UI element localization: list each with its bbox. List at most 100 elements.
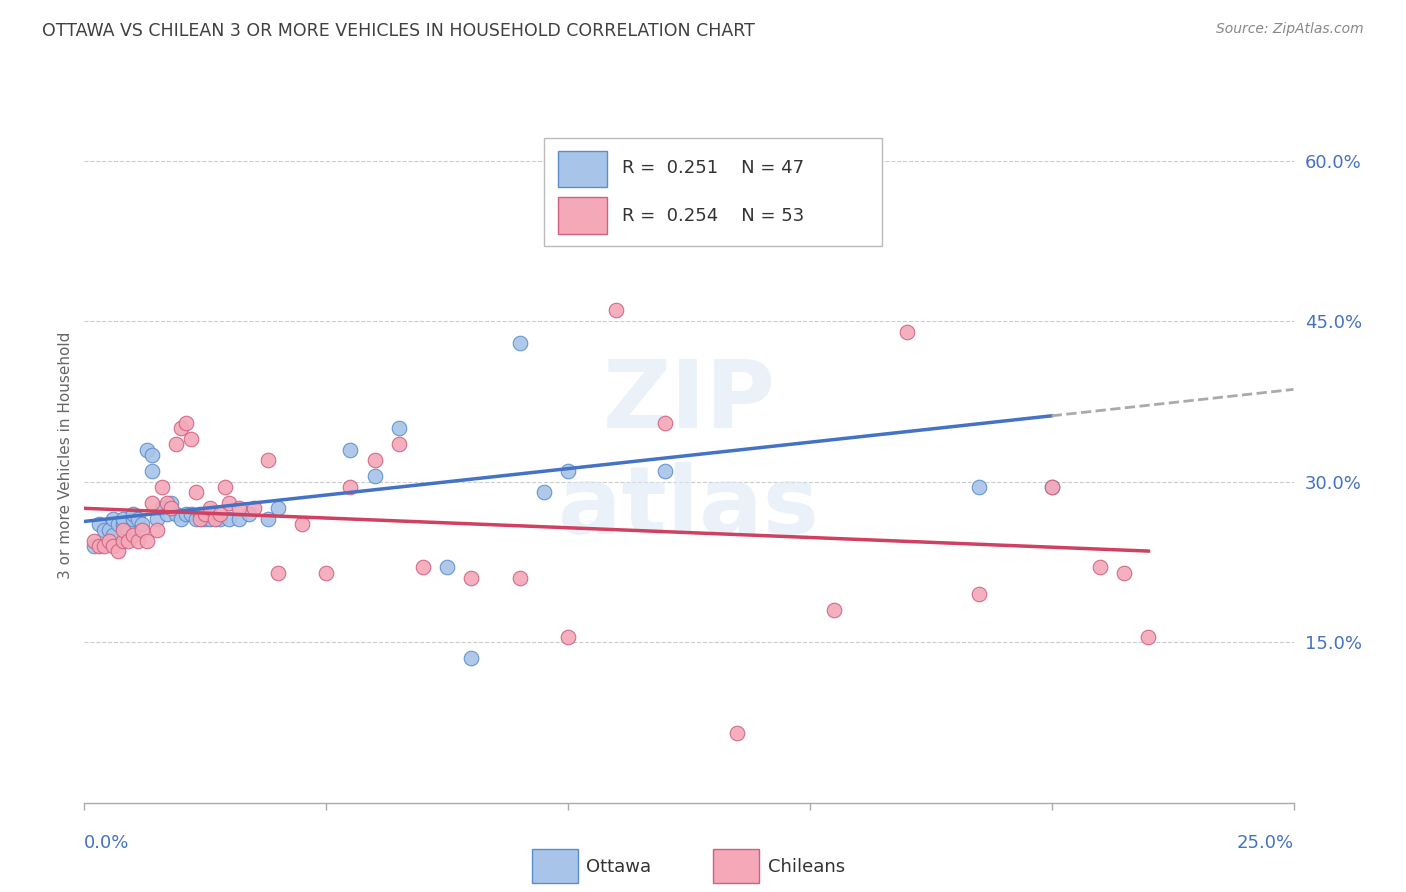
Point xyxy=(136,533,159,548)
Point xyxy=(184,512,207,526)
Point xyxy=(896,325,918,339)
Point xyxy=(198,501,221,516)
FancyBboxPatch shape xyxy=(558,197,607,234)
Point xyxy=(155,507,177,521)
Point xyxy=(533,485,555,500)
Point xyxy=(363,469,385,483)
Point xyxy=(117,533,139,548)
Point xyxy=(121,528,143,542)
Point xyxy=(121,507,143,521)
Point xyxy=(605,303,627,318)
Point xyxy=(291,517,314,532)
Point xyxy=(155,496,177,510)
Point xyxy=(194,512,217,526)
Point xyxy=(1040,480,1063,494)
Point xyxy=(388,437,411,451)
Point xyxy=(107,517,129,532)
Point xyxy=(557,464,579,478)
Point xyxy=(146,512,169,526)
Point xyxy=(190,507,212,521)
Point xyxy=(194,507,217,521)
Point xyxy=(103,539,125,553)
Point xyxy=(97,523,120,537)
Point xyxy=(180,507,202,521)
Point xyxy=(823,603,845,617)
Point xyxy=(121,512,143,526)
Point xyxy=(725,726,748,740)
Point xyxy=(117,523,139,537)
Point xyxy=(198,512,221,526)
Point xyxy=(267,566,290,580)
Point xyxy=(150,501,173,516)
Point xyxy=(83,539,105,553)
Point xyxy=(87,539,110,553)
Point xyxy=(218,496,240,510)
Point xyxy=(180,432,202,446)
Point xyxy=(136,442,159,457)
Point xyxy=(1088,560,1111,574)
Point xyxy=(412,560,434,574)
Point xyxy=(165,507,187,521)
Point xyxy=(208,512,231,526)
Text: Source: ZipAtlas.com: Source: ZipAtlas.com xyxy=(1216,22,1364,37)
Point xyxy=(131,523,153,537)
Point xyxy=(654,416,676,430)
Point xyxy=(967,480,990,494)
FancyBboxPatch shape xyxy=(558,151,607,187)
Point xyxy=(242,501,264,516)
Point xyxy=(1137,630,1160,644)
Point xyxy=(509,571,531,585)
Point xyxy=(557,630,579,644)
Point xyxy=(339,442,361,457)
Point xyxy=(87,517,110,532)
Point xyxy=(141,464,163,478)
Point xyxy=(131,517,153,532)
Point xyxy=(107,544,129,558)
Point xyxy=(93,523,115,537)
Point xyxy=(93,539,115,553)
Text: ZIP
atlas: ZIP atlas xyxy=(558,356,820,554)
Point xyxy=(388,421,411,435)
Point xyxy=(103,512,125,526)
Point xyxy=(702,186,724,200)
Point xyxy=(165,437,187,451)
Text: Ottawa: Ottawa xyxy=(586,858,651,876)
Point xyxy=(160,496,183,510)
FancyBboxPatch shape xyxy=(531,849,578,883)
Point xyxy=(654,464,676,478)
Point xyxy=(103,528,125,542)
Point xyxy=(214,480,236,494)
Text: Chileans: Chileans xyxy=(768,858,845,876)
FancyBboxPatch shape xyxy=(713,849,759,883)
FancyBboxPatch shape xyxy=(544,138,883,246)
Text: R =  0.251    N = 47: R = 0.251 N = 47 xyxy=(623,160,804,178)
Point xyxy=(141,496,163,510)
Point xyxy=(363,453,385,467)
Point xyxy=(127,533,149,548)
Point xyxy=(170,512,193,526)
Point xyxy=(228,501,250,516)
Point xyxy=(339,480,361,494)
Point xyxy=(315,566,337,580)
Point xyxy=(967,587,990,601)
Point xyxy=(150,480,173,494)
Point xyxy=(257,453,280,467)
Point xyxy=(460,651,482,665)
Point xyxy=(257,512,280,526)
Point xyxy=(112,512,135,526)
Point xyxy=(1114,566,1136,580)
Point xyxy=(509,335,531,350)
Text: 25.0%: 25.0% xyxy=(1236,834,1294,852)
Point xyxy=(204,512,226,526)
Point xyxy=(112,517,135,532)
Point xyxy=(228,512,250,526)
Point xyxy=(436,560,458,574)
Text: 0.0%: 0.0% xyxy=(84,834,129,852)
Point xyxy=(174,416,197,430)
Point xyxy=(238,507,260,521)
Point xyxy=(160,501,183,516)
Point xyxy=(83,533,105,548)
Point xyxy=(174,507,197,521)
Point xyxy=(460,571,482,585)
Point xyxy=(208,507,231,521)
